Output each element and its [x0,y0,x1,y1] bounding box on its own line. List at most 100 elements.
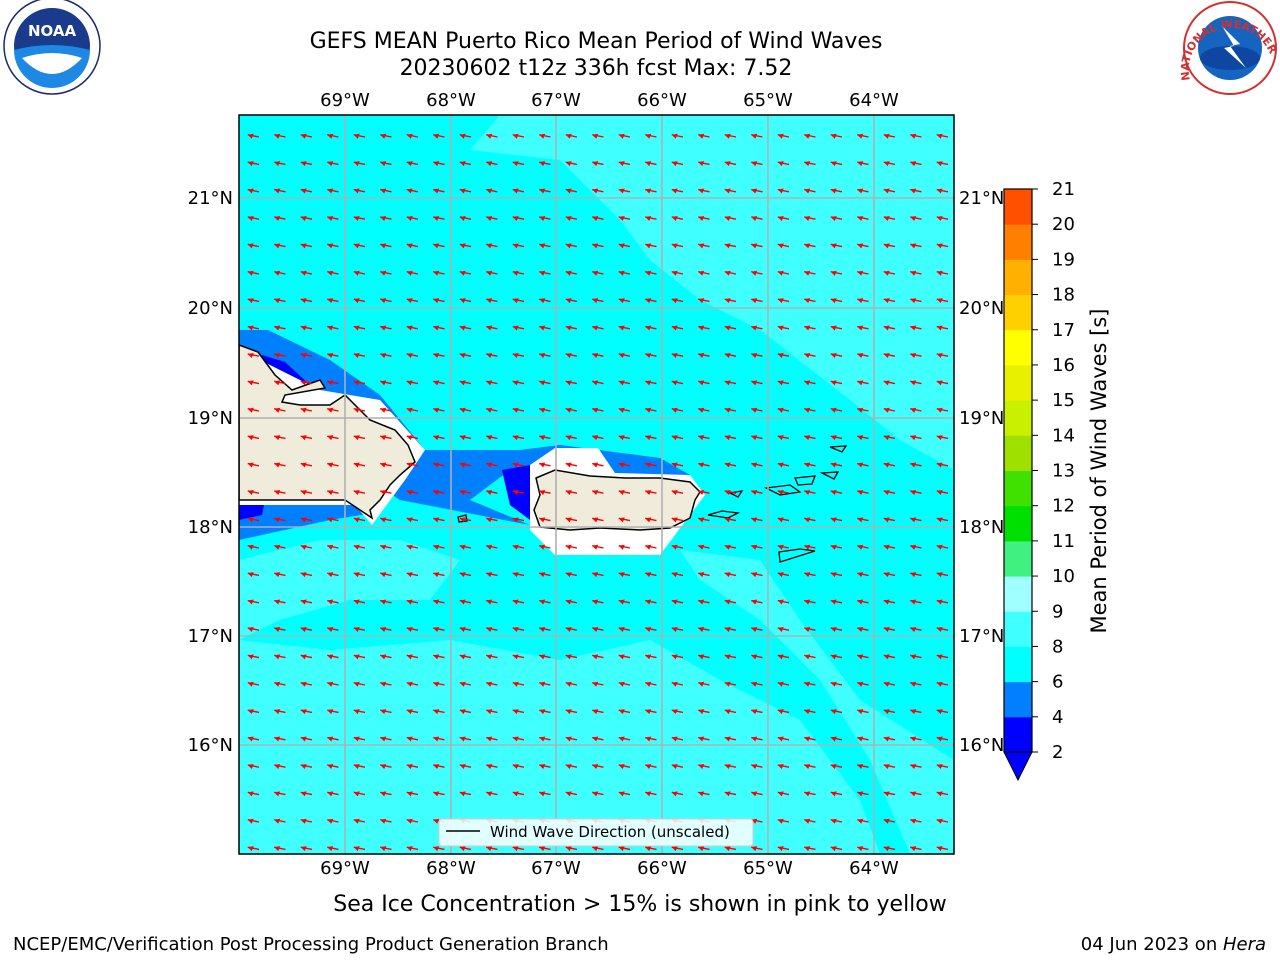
wind-wave-arrow [247,270,260,276]
wind-wave-arrow [804,462,816,468]
wind-wave-arrow [804,352,816,358]
period-zone-6-8-southeast [680,550,954,854]
wind-wave-arrow [698,846,710,852]
wind-wave-arrow [539,489,551,495]
map-legend: Wind Wave Direction (unscaled) [438,818,754,847]
lat-label-right: 18°N [959,517,1004,538]
wind-wave-arrow [247,215,260,221]
wind-wave-arrow [777,736,790,742]
wind-wave-arrow [486,626,498,632]
wind-wave-arrow [274,654,286,660]
wind-wave-arrow [724,626,737,632]
wind-wave-arrow [433,161,445,167]
wind-wave-arrow [565,572,578,578]
footer-branch: NCEP/EMC/Verification Post Processing Pr… [13,934,609,955]
wind-wave-arrow [857,188,869,194]
wind-wave-arrow [671,243,684,249]
wind-wave-arrow [777,654,790,660]
wind-wave-arrow [936,407,949,413]
wind-wave-arrow [645,681,657,687]
wind-wave-arrow [327,462,339,468]
wind-wave-arrow [724,517,737,523]
wind-wave-arrow [459,325,472,331]
wind-wave-arrow [300,736,313,742]
wind-wave-arrow [406,791,419,797]
wind-wave-arrow [751,489,763,495]
wind-wave-arrow [327,133,339,139]
wind-wave-arrow [327,352,339,358]
wind-wave-arrow [671,846,684,852]
wind-wave-arrow [857,599,869,605]
wind-wave-arrow [910,215,922,221]
wind-wave-arrow [910,654,922,660]
wind-wave-arrow [592,544,604,550]
colorbar-label: Mean Period of Wind Waves [s] [1087,309,1111,634]
wind-wave-arrow [777,626,790,632]
wind-wave-arrow [698,407,710,413]
wind-wave-arrow [300,352,313,358]
wind-wave-arrow [671,325,684,331]
wind-wave-arrow [724,572,737,578]
wind-wave-arrow [380,215,392,221]
wind-wave-arrow [486,709,498,715]
wind-wave-arrow [910,188,922,194]
wind-wave-arrow [380,599,392,605]
wind-wave-arrow [936,298,949,304]
wind-wave-arrow [698,654,710,660]
wind-wave-arrow [671,654,684,660]
wind-wave-arrow [883,681,896,687]
wind-wave-arrow [539,298,551,304]
wind-wave-arrow [406,270,419,276]
wind-wave-arrow [327,599,339,605]
wind-wave-arrow [433,298,445,304]
wind-wave-arrow [645,517,657,523]
wind-wave-arrow [380,709,392,715]
wind-wave-arrow [353,352,366,358]
wind-wave-arrow [777,133,790,139]
wind-wave-arrow [512,380,525,386]
wind-wave-arrow [486,572,498,578]
wind-wave-arrow [539,626,551,632]
wind-wave-arrow [883,352,896,358]
wind-wave-arrow [353,325,366,331]
wind-wave-arrow [804,818,816,824]
wind-wave-arrow [777,325,790,331]
wind-wave-arrow [539,791,551,797]
wind-wave-arrow [327,161,339,167]
wind-wave-arrow [830,298,843,304]
wind-wave-arrow [327,243,339,249]
wind-wave-arrow [777,352,790,358]
wind-wave-arrow [645,407,657,413]
wind-wave-arrow [724,161,737,167]
wind-wave-arrow [592,161,604,167]
wind-wave-arrow [751,846,763,852]
lat-label-right: 19°N [959,408,1004,429]
wind-wave-arrow [406,161,419,167]
wind-wave-arrow [539,188,551,194]
wind-wave-arrow [830,626,843,632]
wind-wave-arrow [406,352,419,358]
wind-wave-arrow [247,626,260,632]
wind-wave-arrow [671,572,684,578]
wind-wave-arrow [247,352,260,358]
wind-wave-arrow [539,407,551,413]
wind-wave-arrow [433,489,445,495]
wind-wave-arrow [512,599,525,605]
wind-wave-arrow [645,270,657,276]
colorbar-segment [1004,400,1032,436]
wind-wave-arrow [592,325,604,331]
wind-wave-arrow [777,435,790,441]
wind-wave-arrow [645,352,657,358]
wind-wave-arrow [512,325,525,331]
wind-wave-arrow [406,572,419,578]
lon-labels-bottom: 69°W 68°W 67°W 66°W 65°W 64°W [320,858,899,879]
wind-wave-arrow [883,215,896,221]
wind-wave-arrow [459,846,472,852]
wind-wave-arrow [274,489,286,495]
wind-wave-arrow [459,435,472,441]
wind-wave-arrow [512,736,525,742]
wind-wave-arrow [910,435,922,441]
wind-wave-arrow [512,298,525,304]
wind-wave-arrow [300,133,313,139]
wind-wave-arrow [300,818,313,824]
